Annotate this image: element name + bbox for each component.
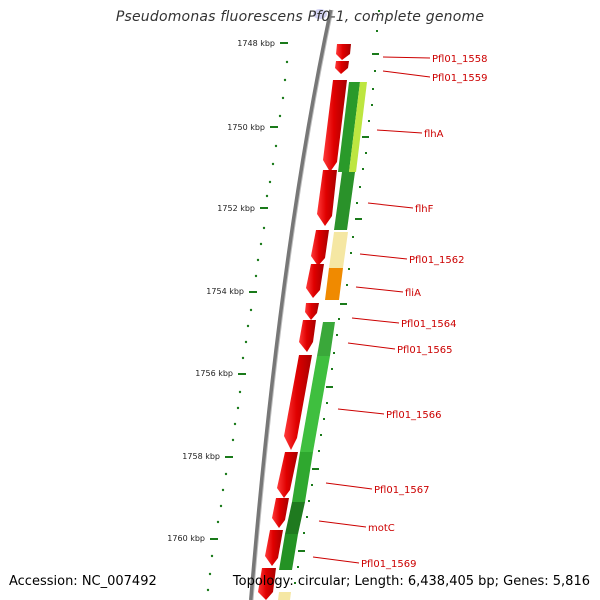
scale-ticks: 1748 kbp 1750 kbp 1752 kbp 1754 kbp 1756…	[167, 39, 288, 543]
tick-label: 1748 kbp	[237, 39, 275, 48]
tick-label: 1758 kbp	[182, 452, 220, 461]
gene-label[interactable]: fliA	[405, 288, 421, 299]
gene-label[interactable]: Pfl01_1567	[374, 485, 430, 496]
gene-label[interactable]: flhA	[424, 129, 444, 140]
track-block-darkgreen[interactable]	[285, 502, 305, 534]
label-leaders	[312, 56, 431, 564]
track-block-yellowgreen[interactable]	[349, 82, 367, 172]
inner-ruler	[206, 60, 289, 592]
accession-text: Accession: NC_007492	[9, 574, 157, 589]
gene-arrow[interactable]	[272, 498, 289, 528]
track-block-green[interactable]	[292, 452, 313, 502]
gene-arrow[interactable]	[305, 303, 319, 320]
gene-labels: Pfl01_1558 Pfl01_1559 flhA flhF Pfl01_15…	[361, 54, 488, 570]
feature-track	[278, 82, 367, 600]
track-block-green[interactable]	[317, 322, 335, 356]
genome-backbone	[249, 9, 333, 600]
tick-mark	[225, 456, 233, 458]
track-block-green[interactable]	[338, 82, 360, 172]
tick-mark	[249, 291, 257, 293]
gene-arrow[interactable]	[299, 320, 316, 352]
tick-label: 1754 kbp	[206, 287, 244, 296]
track-block-yellow[interactable]	[278, 592, 291, 600]
tick-mark	[280, 42, 288, 44]
genome-backbone-highlight	[252, 9, 334, 600]
gene-label[interactable]: Pfl01_1562	[409, 255, 465, 266]
gene-label[interactable]: Pfl01_1569	[361, 559, 417, 570]
tick-label: 1760 kbp	[167, 534, 205, 543]
tick-mark	[270, 126, 278, 128]
gene-label[interactable]: Pfl01_1564	[401, 319, 457, 330]
gene-label[interactable]: Pfl01_1566	[386, 410, 442, 421]
gene-arrow[interactable]	[258, 568, 276, 600]
gene-label[interactable]: Pfl01_1558	[432, 54, 488, 65]
gene-label[interactable]: Pfl01_1559	[432, 73, 488, 84]
track-block-orange[interactable]	[325, 268, 343, 300]
gene-arrow[interactable]	[311, 230, 329, 266]
gene-label[interactable]: motC	[368, 523, 395, 534]
track-block-green[interactable]	[300, 356, 330, 452]
tick-label: 1750 kbp	[227, 123, 265, 132]
gene-label[interactable]: Pfl01_1565	[397, 345, 453, 356]
map-title: Pseudomonas fluorescens Pf0-1, complete …	[115, 9, 485, 25]
gene-arrow[interactable]	[284, 355, 312, 450]
gene-label[interactable]: flhF	[415, 204, 434, 215]
position-marker	[313, 9, 327, 19]
outer-ruler	[294, 10, 380, 584]
tick-mark	[210, 538, 218, 540]
track-block-green[interactable]	[334, 172, 355, 230]
gene-arrows	[258, 44, 351, 600]
gene-arrow[interactable]	[336, 44, 351, 60]
gene-arrow[interactable]	[323, 80, 347, 172]
tick-label: 1752 kbp	[217, 204, 255, 213]
tick-mark	[260, 207, 268, 209]
gene-arrow[interactable]	[277, 452, 298, 498]
track-block-yellow[interactable]	[329, 232, 348, 268]
gene-arrow[interactable]	[335, 61, 349, 74]
gene-arrow[interactable]	[317, 170, 337, 226]
track-block-green[interactable]	[279, 534, 298, 570]
gene-arrow[interactable]	[306, 264, 324, 298]
tick-mark	[238, 373, 246, 375]
tick-label: 1756 kbp	[195, 369, 233, 378]
genome-summary: Topology: circular; Length: 6,438,405 bp…	[232, 574, 590, 589]
gene-arrow[interactable]	[265, 530, 283, 566]
